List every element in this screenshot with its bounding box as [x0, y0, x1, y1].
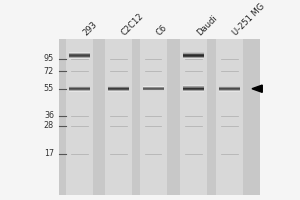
Text: 293: 293 [81, 19, 99, 37]
Bar [108, 87, 129, 88]
Text: C6: C6 [154, 23, 169, 37]
Bar [183, 58, 204, 59]
Bar [183, 90, 204, 91]
Bar [216, 39, 243, 195]
Text: Daudi: Daudi [195, 13, 219, 37]
Bar [219, 91, 240, 92]
Bar [142, 89, 164, 90]
Bar [69, 57, 90, 58]
Bar [69, 87, 90, 88]
Bar [105, 39, 132, 195]
Bar [219, 89, 240, 90]
Bar [219, 86, 240, 87]
Bar [183, 52, 204, 53]
Bar [183, 85, 204, 86]
Polygon shape [252, 85, 262, 92]
Bar [69, 53, 90, 54]
Bar [69, 54, 90, 55]
Bar [142, 88, 164, 89]
Bar [108, 90, 129, 91]
Text: 72: 72 [44, 67, 54, 76]
Bar [108, 91, 129, 92]
Bar [183, 87, 204, 88]
Bar [66, 39, 93, 195]
Bar [108, 86, 129, 87]
Bar [142, 90, 164, 91]
Bar [183, 89, 204, 90]
Bar [183, 57, 204, 58]
Bar [108, 89, 129, 90]
Bar [142, 86, 164, 87]
Bar [69, 86, 90, 87]
Bar [58, 39, 260, 195]
Bar [183, 91, 204, 92]
Bar [69, 88, 90, 89]
Text: 36: 36 [44, 111, 54, 120]
Bar [183, 53, 204, 54]
Bar [183, 55, 204, 56]
Bar [108, 88, 129, 89]
Text: C2C12: C2C12 [120, 11, 146, 37]
Bar [69, 91, 90, 92]
Bar [219, 88, 240, 89]
Bar [183, 86, 204, 87]
Text: 95: 95 [44, 54, 54, 63]
Text: 17: 17 [44, 149, 54, 158]
Bar [140, 39, 166, 195]
Bar [69, 56, 90, 57]
Bar [69, 90, 90, 91]
Bar [69, 89, 90, 90]
Bar [183, 88, 204, 89]
Bar [180, 39, 207, 195]
Text: 55: 55 [44, 84, 54, 93]
Bar [69, 52, 90, 53]
Bar [142, 87, 164, 88]
Bar [183, 56, 204, 57]
Text: 28: 28 [44, 121, 54, 130]
Bar [183, 54, 204, 55]
Bar [219, 90, 240, 91]
Text: U-251 MG: U-251 MG [231, 1, 266, 37]
Bar [69, 55, 90, 56]
Bar [219, 87, 240, 88]
Bar [69, 58, 90, 59]
